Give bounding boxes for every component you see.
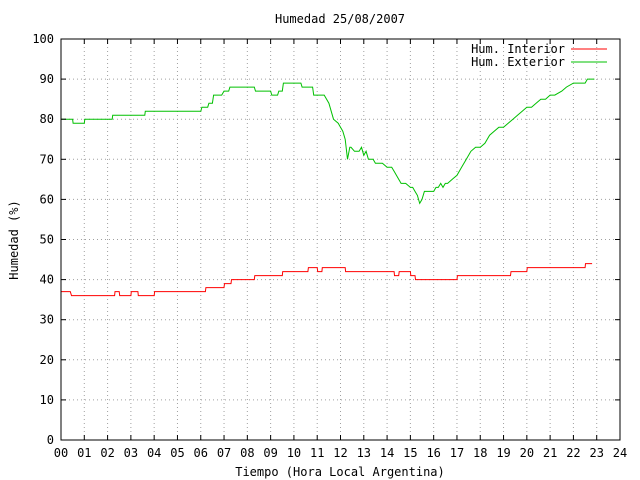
y-axis-label: Humedad (%) — [7, 200, 21, 279]
x-tick-label: 08 — [240, 446, 254, 460]
x-tick-label: 17 — [450, 446, 464, 460]
series-line-hum-interior — [61, 263, 593, 297]
y-tick-label: 100 — [32, 32, 54, 46]
x-tick-label: 22 — [566, 446, 580, 460]
x-tick-label: 18 — [473, 446, 487, 460]
x-tick-label: 00 — [54, 446, 68, 460]
x-tick-label: 01 — [77, 446, 91, 460]
y-tick-label: 90 — [40, 72, 54, 86]
x-tick-label: 20 — [520, 446, 534, 460]
x-tick-label: 09 — [263, 446, 277, 460]
x-axis-label: Tiempo (Hora Local Argentina) — [235, 465, 445, 479]
x-tick-label: 10 — [287, 446, 301, 460]
y-tick-label: 20 — [40, 353, 54, 367]
legend-label: Hum. Exterior — [471, 55, 565, 69]
series-line-hum-exterior — [61, 78, 595, 205]
axis-ticks: 00 01 02 03 04 05 06 07 08 09 10 11 12 13 14 15 16 17 18 19… — [32, 32, 627, 460]
y-tick-label: 40 — [40, 273, 54, 287]
x-tick-label: 13 — [357, 446, 371, 460]
x-tick-label: 05 — [170, 446, 184, 460]
x-tick-label: 24 — [613, 446, 627, 460]
y-tick-label: 60 — [40, 192, 54, 206]
x-tick-label: 02 — [100, 446, 114, 460]
x-tick-label: 11 — [310, 446, 324, 460]
y-tick-label: 0 — [47, 433, 54, 447]
x-tick-label: 21 — [543, 446, 557, 460]
y-tick-label: 80 — [40, 112, 54, 126]
x-tick-label: 23 — [589, 446, 603, 460]
x-tick-label: 07 — [217, 446, 231, 460]
series-lines — [61, 78, 595, 297]
x-tick-label: 06 — [194, 446, 208, 460]
y-tick-label: 30 — [40, 313, 54, 327]
x-tick-label: 14 — [380, 446, 394, 460]
y-tick-label: 10 — [40, 393, 54, 407]
x-tick-label: 03 — [124, 446, 138, 460]
y-tick-label: 50 — [40, 233, 54, 247]
x-tick-label: 15 — [403, 446, 417, 460]
y-tick-label: 70 — [40, 152, 54, 166]
x-tick-label: 12 — [333, 446, 347, 460]
legend-label: Hum. Interior — [471, 42, 565, 56]
grid — [61, 39, 620, 440]
x-tick-label: 16 — [426, 446, 440, 460]
chart-title: Humedad 25/08/2007 — [275, 12, 405, 26]
x-tick-label: 04 — [147, 446, 161, 460]
x-tick-label: 19 — [496, 446, 510, 460]
